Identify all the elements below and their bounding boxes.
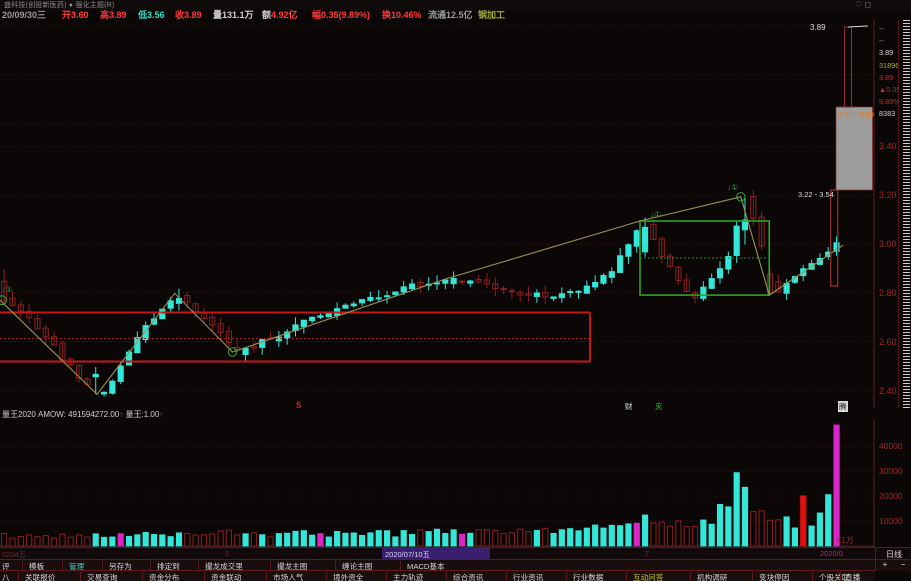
svg-text:3.89: 3.89 (810, 23, 826, 32)
svg-text:2.40: 2.40 (879, 386, 897, 396)
svg-text:2.80: 2.80 (879, 288, 897, 298)
svg-text:↓①: ↓① (727, 183, 738, 192)
svg-text:40000: 40000 (879, 441, 903, 451)
svg-text:30000: 30000 (879, 466, 903, 476)
svg-text:20000: 20000 (879, 491, 903, 501)
svg-text:2.60: 2.60 (879, 337, 897, 347)
svg-text:3.00: 3.00 (879, 239, 897, 249)
svg-text:3.40: 3.40 (879, 141, 897, 151)
svg-text:10000: 10000 (879, 516, 903, 526)
svg-text:↓①: ↓① (2, 285, 13, 294)
svg-text:3.54 - 3.89: 3.54 - 3.89 (838, 110, 874, 119)
svg-text:3.20: 3.20 (879, 190, 897, 200)
svg-text:↓①: ↓① (650, 210, 661, 219)
svg-text:X1万: X1万 (836, 536, 854, 545)
svg-text:3.22 - 3.54: 3.22 - 3.54 (798, 190, 834, 199)
